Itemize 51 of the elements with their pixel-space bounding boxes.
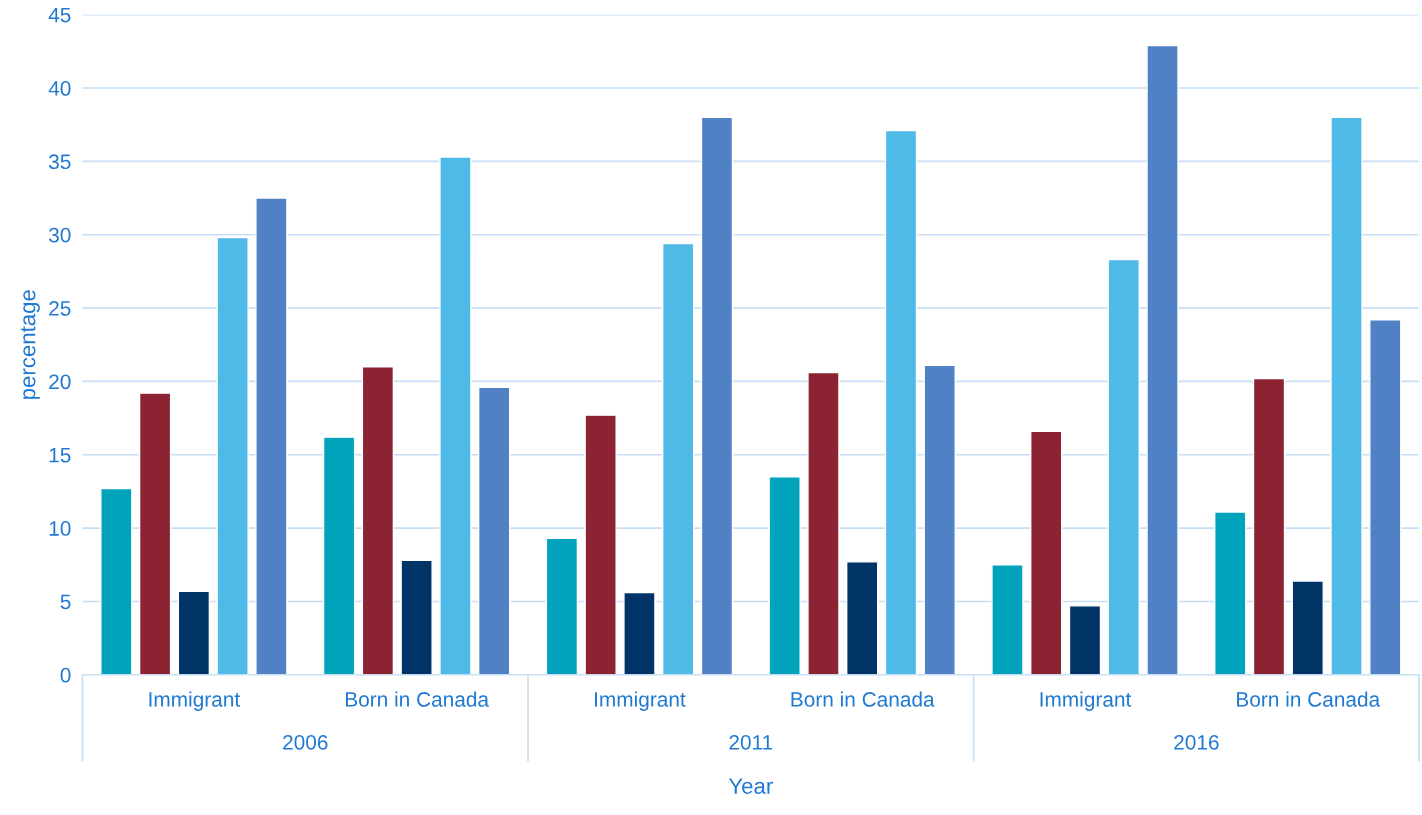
y-tick-label: 15 (49, 447, 71, 463)
y-tick-label: 20 (49, 374, 71, 390)
x-tick-label: Immigrant (595, 691, 686, 711)
bar (991, 564, 1024, 675)
bar (439, 156, 472, 675)
bar (768, 476, 801, 675)
y-tick-label: 5 (60, 594, 71, 610)
x-axis-title: Year (728, 778, 773, 794)
y-tick-label: 25 (49, 301, 71, 316)
bar (100, 487, 133, 675)
bar (1068, 605, 1102, 675)
y-tick-label: 0 (60, 667, 71, 683)
bar (1252, 377, 1286, 675)
text: 2006 (283, 734, 328, 750)
bar (884, 129, 918, 675)
y-tick-label: 40 (48, 81, 71, 96)
bar (322, 436, 356, 675)
bar (846, 561, 879, 675)
text: 2011 (729, 734, 773, 750)
bar (138, 392, 172, 675)
text: 2016 (1174, 734, 1219, 750)
bar (361, 366, 395, 675)
bar (661, 242, 695, 675)
bar (216, 236, 249, 675)
bar (923, 364, 956, 675)
bar (1146, 44, 1179, 675)
bar (1030, 430, 1063, 675)
bar (400, 559, 433, 675)
bar (255, 197, 288, 675)
x-tick-label: Born in Canada (345, 691, 490, 707)
y-axis-title: percentage (20, 290, 40, 399)
bar (477, 386, 511, 675)
x-tick-label: Immigrant (1040, 691, 1132, 711)
bar (807, 371, 840, 675)
bar (1214, 511, 1247, 675)
y-tick-label: 10 (49, 521, 71, 536)
bar (545, 537, 579, 675)
y-tick-label: 45 (48, 7, 71, 23)
bar (623, 591, 656, 675)
y-tick-label: 30 (48, 227, 71, 243)
bar (700, 116, 734, 675)
bar (1107, 258, 1140, 675)
y-tick-label: 35 (48, 154, 71, 170)
bar (1330, 116, 1363, 675)
bar (1291, 580, 1324, 675)
bar (177, 590, 211, 675)
bar (1369, 319, 1402, 675)
x-tick-label: Born in Canada (791, 691, 935, 707)
x-tick-label: Born in Canada (1237, 691, 1381, 707)
x-tick-label: Immigrant (149, 691, 241, 711)
bar (584, 414, 617, 675)
